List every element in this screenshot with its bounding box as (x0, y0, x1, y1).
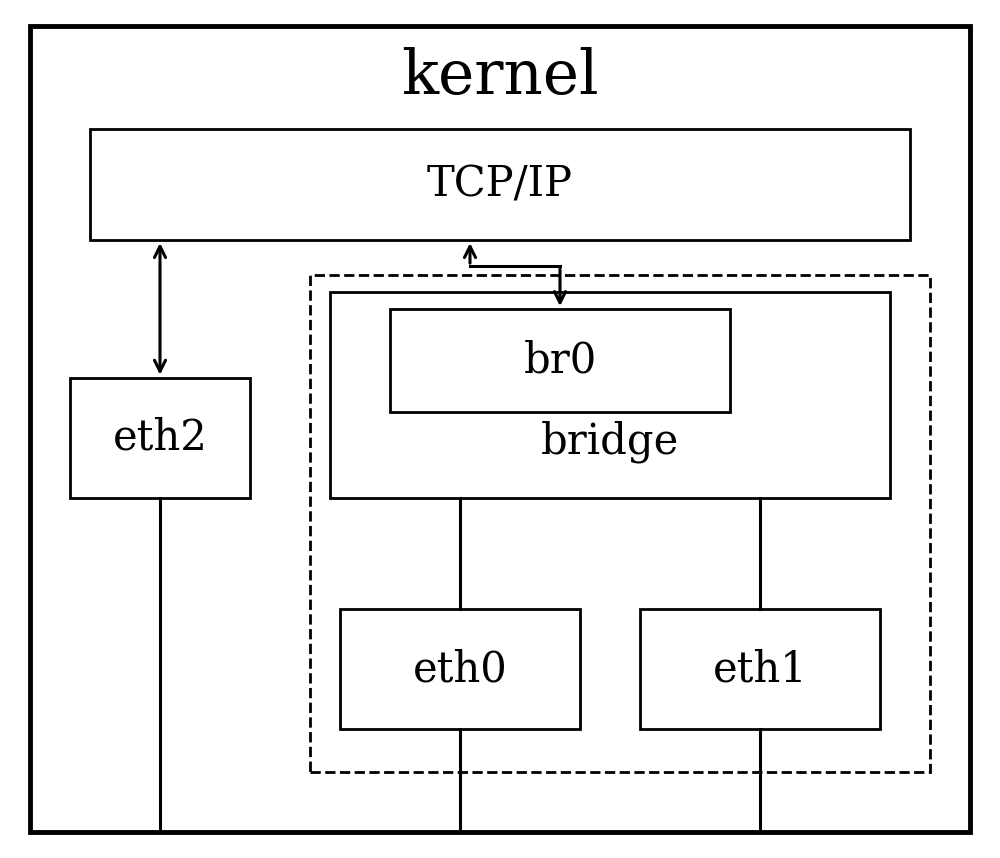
Bar (330, 292, 890, 498)
Text: TCP/IP: TCP/IP (427, 164, 573, 205)
Text: kernel: kernel (401, 47, 599, 107)
Bar (90, 129, 910, 240)
Bar (390, 309, 730, 412)
Bar (70, 378, 250, 498)
Bar (340, 609, 580, 729)
Bar (310, 275, 930, 772)
Text: br0: br0 (523, 340, 597, 381)
Text: bridge: bridge (541, 420, 679, 463)
Bar (640, 609, 880, 729)
Text: eth2: eth2 (113, 417, 207, 458)
Text: eth1: eth1 (713, 649, 807, 690)
Text: eth0: eth0 (413, 649, 507, 690)
